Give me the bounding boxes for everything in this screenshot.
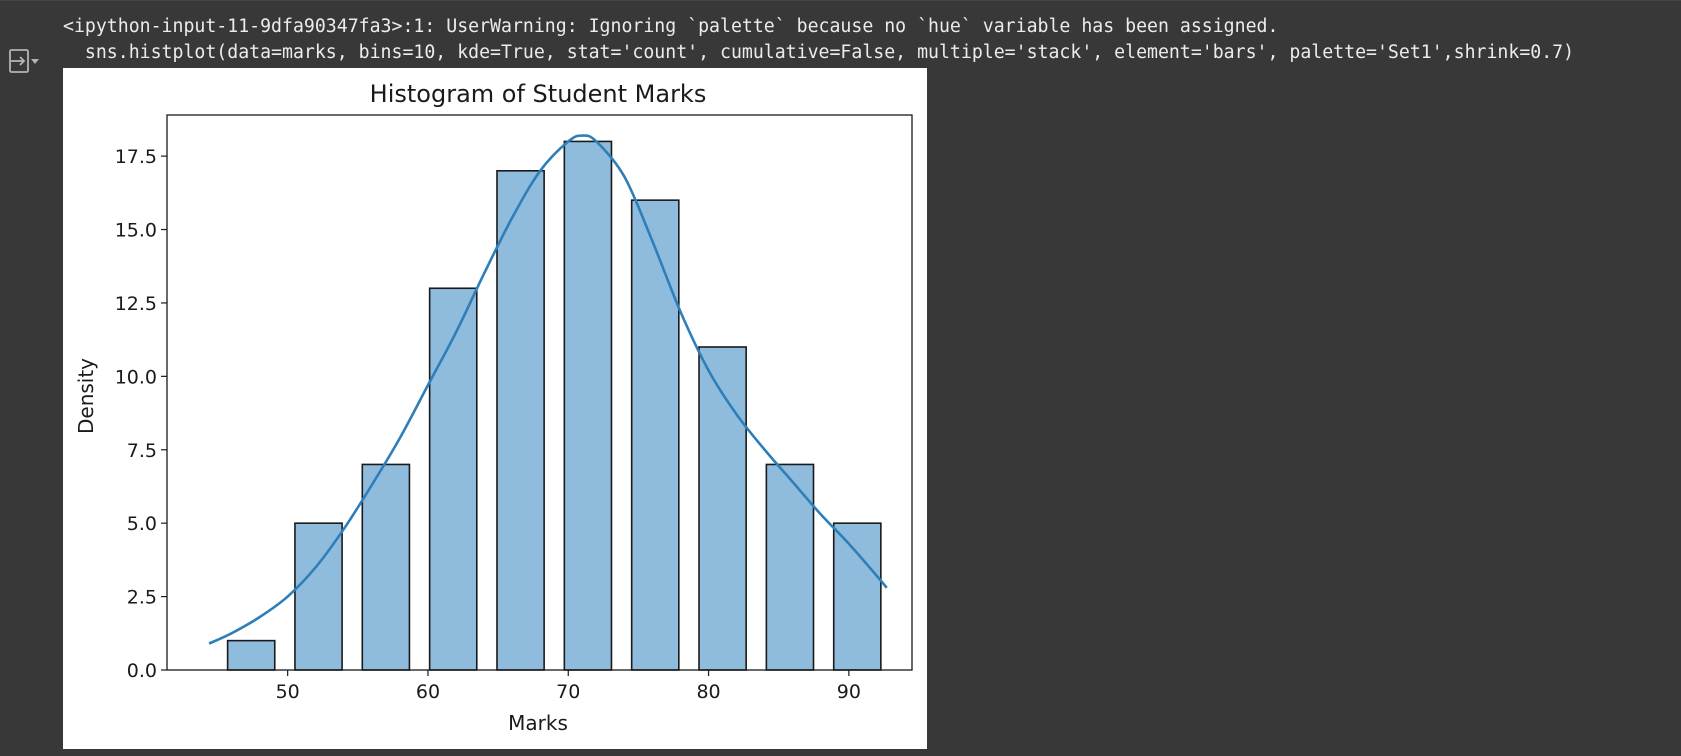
histogram-bar [563, 140, 613, 671]
y-tick-label: 17.5 [115, 146, 157, 168]
y-tick-label: 5.0 [127, 513, 157, 535]
histogram-bar [226, 639, 276, 671]
y-axis-label: Density [74, 358, 98, 434]
histogram-bar [294, 522, 343, 671]
histogram-bar [630, 199, 680, 671]
warning-line-2: sns.histplot(data=marks, bins=10, kde=Tr… [63, 42, 1575, 63]
x-tick-label: 70 [556, 681, 580, 703]
plot-area-frame [166, 114, 913, 671]
histogram-bar [428, 287, 478, 671]
y-tick-label: 15.0 [115, 220, 157, 242]
y-tick-label: 7.5 [127, 440, 157, 462]
x-tick-label: 80 [696, 681, 720, 703]
histogram-chart: Histogram of Student Marks Marks Density… [74, 80, 913, 735]
y-tick-label: 0.0 [127, 660, 157, 682]
kde-line [208, 134, 888, 645]
histogram-bar [765, 463, 815, 671]
x-tick-label: 50 [276, 681, 300, 703]
x-tick-label: 60 [416, 681, 440, 703]
chart-title: Histogram of Student Marks [370, 80, 707, 108]
plot-figure: Histogram of Student Marks Marks Density… [63, 68, 927, 749]
histogram-bar [496, 169, 545, 671]
warning-line-1: <ipython-input-11-9dfa90347fa3>:1: UserW… [63, 16, 1279, 37]
x-tick-label: 90 [837, 681, 861, 703]
x-axis-label: Marks [508, 711, 568, 735]
output-menu-icon[interactable] [9, 47, 41, 75]
y-tick-label: 12.5 [115, 293, 157, 315]
histogram-bar [361, 463, 411, 671]
stderr-warning: <ipython-input-11-9dfa90347fa3>:1: UserW… [63, 14, 1574, 66]
histogram-bar [698, 346, 747, 671]
y-tick-label: 10.0 [115, 366, 157, 388]
histogram-bar [832, 522, 882, 671]
y-tick-label: 2.5 [127, 587, 157, 609]
